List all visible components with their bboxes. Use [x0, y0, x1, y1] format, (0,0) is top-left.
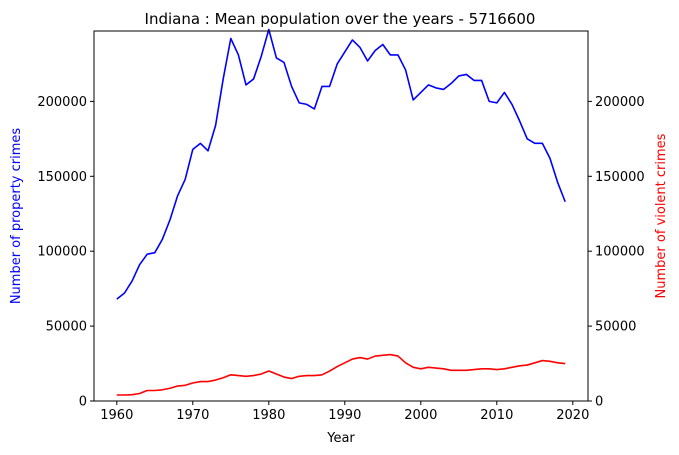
series-layer	[116, 28, 566, 396]
violent-crimes-line	[116, 353, 566, 396]
x-tick-label: 2020	[556, 408, 589, 423]
x-tick-label: 1960	[100, 408, 133, 423]
left-y-axis-ticks: 0 50000 100000 150000 200000	[37, 95, 94, 410]
left-y-tick-label: 0	[79, 395, 87, 410]
right-y-tick-label: 50000	[595, 320, 636, 335]
x-axis-label: Year	[326, 431, 355, 446]
left-y-axis-label: Number of property crimes	[9, 128, 24, 305]
x-axis-ticks: 1960 1970 1980 1990 2000 2010 2020	[100, 401, 589, 423]
x-tick-label: 2010	[480, 408, 513, 423]
right-y-tick-label: 200000	[595, 95, 645, 110]
x-tick-label: 1990	[328, 408, 361, 423]
property-crimes-line	[116, 28, 566, 300]
left-y-tick-label: 50000	[46, 320, 87, 335]
x-tick-label: 1980	[252, 408, 285, 423]
right-y-axis-label: Number of violent crimes	[654, 133, 669, 298]
right-y-tick-label: 100000	[595, 245, 645, 260]
left-y-tick-label: 100000	[37, 245, 87, 260]
chart-title: Indiana : Mean population over the years…	[145, 10, 536, 28]
right-y-tick-label: 150000	[595, 170, 645, 185]
left-y-tick-label: 200000	[37, 95, 87, 110]
plot-frame	[93, 30, 589, 402]
left-y-tick-label: 150000	[37, 170, 87, 185]
x-tick-label: 2000	[404, 408, 437, 423]
right-y-tick-label: 0	[595, 395, 603, 410]
right-y-axis-ticks: 0 50000 100000 150000 200000	[588, 95, 645, 410]
x-tick-label: 1970	[176, 408, 209, 423]
